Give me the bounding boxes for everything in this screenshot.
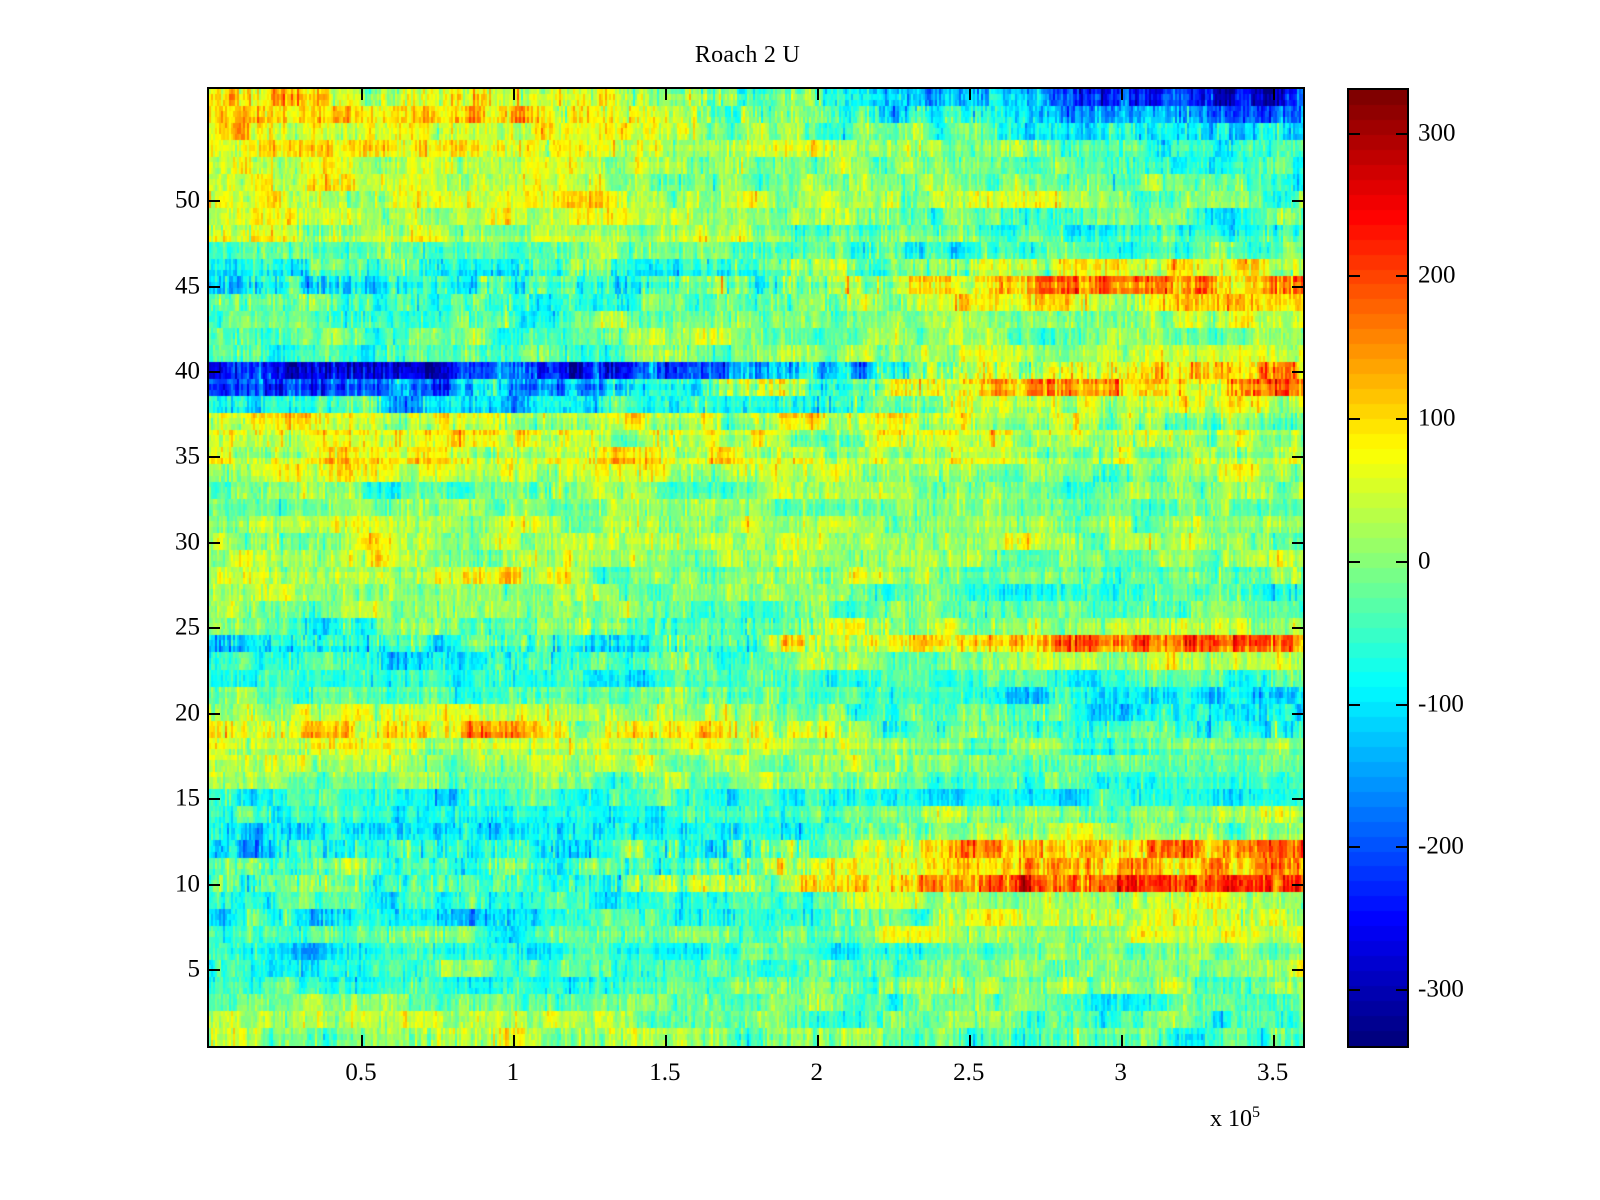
colorbar-tick-mark-right [1396, 988, 1407, 991]
y-tick-mark-right [1292, 627, 1303, 630]
colorbar-tick-mark-right [1396, 846, 1407, 849]
y-tick-label: 10 [175, 870, 200, 898]
y-tick-mark [209, 712, 220, 715]
y-tick-mark-right [1292, 798, 1303, 801]
y-tick-mark-right [1292, 883, 1303, 886]
x-axis-exponent-label: x 105 [1210, 1104, 1260, 1133]
colorbar-tick-mark-right [1396, 418, 1407, 421]
x-tick-mark-top [512, 89, 515, 100]
colorbar-tick-mark [1349, 275, 1360, 278]
y-tick-label: 35 [175, 442, 200, 470]
colorbar-tick-label: -300 [1418, 975, 1464, 1003]
x-tick-mark [1272, 1035, 1275, 1046]
x-tick-label: 2 [810, 1059, 824, 1086]
y-tick-mark [209, 969, 220, 972]
y-tick-mark [209, 456, 220, 459]
y-tick-mark-right [1292, 541, 1303, 544]
x-tick-mark [968, 1035, 971, 1046]
y-tick-label: 30 [175, 528, 200, 556]
x-tick-label: 2.5 [953, 1059, 985, 1086]
page-title: Roach 2 U [694, 42, 801, 68]
colorbar-tick-label: 300 [1418, 119, 1456, 147]
colorbar-tick-label: -200 [1418, 832, 1464, 860]
colorbar-tick-mark-right [1396, 703, 1407, 706]
colorbar-tick-mark [1349, 846, 1360, 849]
x-tick-mark-top [1120, 89, 1123, 100]
colorbar-tick-mark-right [1396, 275, 1407, 278]
colorbar-tick-mark [1349, 132, 1360, 135]
colorbar[interactable] [1347, 88, 1409, 1048]
x-tick-mark [1120, 1035, 1123, 1046]
y-tick-mark [209, 883, 220, 886]
colorbar-tick-mark [1349, 703, 1360, 706]
x-tick-label: 1 [506, 1059, 520, 1086]
x-exponent-power: 5 [1252, 1104, 1260, 1121]
y-tick-mark [209, 541, 220, 544]
y-tick-label: 50 [175, 186, 200, 214]
x-tick-mark-top [816, 89, 819, 100]
colorbar-tick-label: 100 [1418, 404, 1456, 432]
y-tick-mark-right [1292, 456, 1303, 459]
x-tick-label: 0.5 [345, 1059, 377, 1086]
y-tick-mark [209, 798, 220, 801]
y-tick-mark-right [1292, 200, 1303, 203]
heatmap-image[interactable] [209, 89, 1303, 1046]
heatmap-axes[interactable] [207, 87, 1305, 1048]
y-tick-mark [209, 285, 220, 288]
x-exponent-mantissa: x 10 [1210, 1106, 1252, 1132]
x-tick-mark [512, 1035, 515, 1046]
x-tick-mark-top [1272, 89, 1275, 100]
x-tick-mark-top [968, 89, 971, 100]
colorbar-tick-labels: 300 200 100 0 -100 -200 -300 [1418, 88, 1568, 1048]
y-tick-label: 15 [175, 784, 200, 812]
x-tick-mark [360, 1035, 363, 1046]
y-tick-label: 5 [187, 955, 201, 983]
x-tick-label: 3.5 [1256, 1059, 1289, 1086]
y-tick-mark-right [1292, 285, 1303, 288]
y-tick-mark-right [1292, 969, 1303, 972]
x-tick-label: 3 [1114, 1059, 1127, 1086]
colorbar-gradient [1349, 90, 1407, 1046]
x-tick-mark [664, 1035, 667, 1046]
y-tick-label: 40 [175, 357, 200, 385]
colorbar-tick-mark-right [1396, 132, 1407, 135]
x-tick-mark-top [360, 89, 363, 100]
y-tick-mark [209, 370, 220, 373]
y-tick-mark [209, 200, 220, 203]
colorbar-tick-mark [1349, 988, 1360, 991]
y-tick-mark [209, 627, 220, 630]
colorbar-tick-mark-right [1396, 560, 1407, 563]
y-tick-label: 45 [175, 272, 200, 300]
x-tick-mark [816, 1035, 819, 1046]
colorbar-tick-label: 0 [1418, 547, 1431, 575]
y-tick-mark-right [1292, 712, 1303, 715]
colorbar-tick-mark [1349, 560, 1360, 563]
x-tick-mark-top [664, 89, 667, 100]
colorbar-tick-label: 200 [1418, 261, 1456, 289]
y-tick-mark-right [1292, 370, 1303, 373]
x-tick-label: 1.5 [649, 1059, 681, 1086]
x-axis-tick-labels: 0.5 1 1.5 2 2.5 3 3.5 [207, 1060, 1305, 1100]
y-tick-label: 20 [175, 699, 200, 727]
colorbar-tick-mark [1349, 418, 1360, 421]
colorbar-tick-label: -100 [1418, 690, 1464, 718]
y-tick-label: 25 [175, 613, 200, 641]
